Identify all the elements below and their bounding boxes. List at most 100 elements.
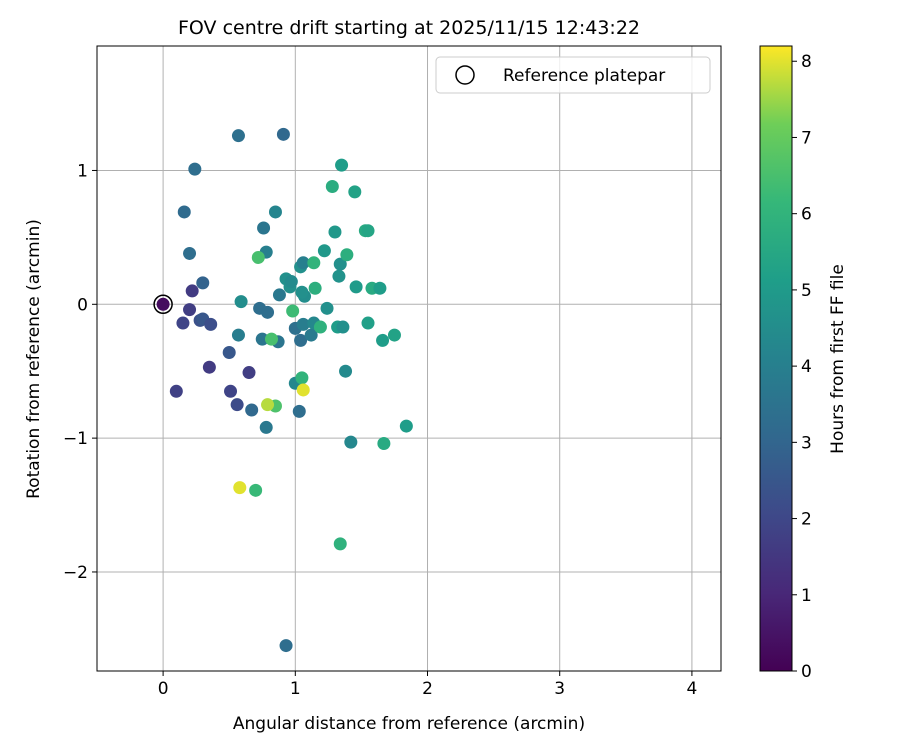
data-point <box>373 281 387 295</box>
data-point <box>156 297 170 311</box>
data-point <box>279 639 293 653</box>
data-point <box>268 205 282 219</box>
colorbar-frame <box>759 45 793 672</box>
data-point <box>183 303 197 317</box>
x-tick-label: 2 <box>422 679 433 699</box>
data-point <box>196 276 210 290</box>
data-point <box>333 257 347 271</box>
colorbar-tick-label: 6 <box>801 205 812 225</box>
data-point <box>261 305 275 319</box>
y-tick-label: −2 <box>63 563 88 583</box>
data-point <box>307 256 321 270</box>
reference-marker-layer <box>153 294 173 315</box>
data-point <box>333 537 347 551</box>
data-point <box>272 288 286 302</box>
chart-title: FOV centre drift starting at 2025/11/15 … <box>178 17 640 39</box>
legend: Reference platepar <box>435 56 711 94</box>
data-point <box>295 371 309 385</box>
data-point <box>230 398 244 412</box>
data-point <box>339 364 353 378</box>
colorbar-tick-label: 1 <box>801 586 812 606</box>
data-point <box>294 333 308 347</box>
data-point <box>185 284 199 298</box>
data-point <box>340 248 354 262</box>
data-point <box>255 332 269 346</box>
y-tick-label: −1 <box>63 429 88 449</box>
data-point <box>231 129 245 143</box>
data-point <box>332 269 346 283</box>
data-point <box>349 280 363 294</box>
data-point <box>296 383 310 397</box>
colorbar-tick-label: 7 <box>801 128 812 148</box>
x-tick-label: 0 <box>158 679 169 699</box>
data-point <box>296 256 310 270</box>
data-point <box>325 180 339 194</box>
colorbar-tick-label: 2 <box>801 510 812 530</box>
colorbar: 0 1 2 3 4 5 6 7 8 Hours from first FF file <box>759 45 848 682</box>
data-point <box>177 205 191 219</box>
data-point <box>231 328 245 342</box>
data-point <box>361 224 375 238</box>
colorbar-tick-label: 3 <box>801 433 812 453</box>
x-axis-label: Angular distance from reference (arcmin) <box>233 714 585 734</box>
data-point <box>222 345 236 359</box>
axis-ticks: 0 1 2 3 4 −2 −1 0 1 <box>63 161 697 699</box>
data-point <box>284 275 298 289</box>
data-point <box>348 185 362 199</box>
data-point <box>304 328 318 342</box>
data-point <box>286 304 300 318</box>
data-point <box>261 398 275 412</box>
data-point <box>204 317 218 331</box>
data-points <box>156 127 413 653</box>
data-point <box>336 320 350 334</box>
legend-box <box>435 56 711 94</box>
data-point <box>276 127 290 141</box>
colorbar-tick-label: 5 <box>801 281 812 301</box>
data-point <box>295 285 309 299</box>
data-point <box>387 328 401 342</box>
data-point <box>308 281 322 295</box>
plot-frame <box>96 45 722 672</box>
data-point <box>320 301 334 315</box>
data-point <box>224 384 238 398</box>
data-point <box>265 332 279 346</box>
data-point <box>399 419 413 433</box>
reference-platepar-marker <box>153 294 173 315</box>
data-point <box>176 316 190 330</box>
x-tick-label: 1 <box>290 679 301 699</box>
data-point <box>249 483 263 497</box>
data-point <box>376 333 390 347</box>
data-point <box>296 317 310 331</box>
plot-area <box>97 46 721 671</box>
data-point <box>335 158 349 172</box>
data-point <box>183 246 197 260</box>
data-point <box>169 384 183 398</box>
legend-label: Reference platepar <box>503 66 665 86</box>
colorbar-tick-label: 0 <box>801 662 812 682</box>
data-point <box>259 420 273 434</box>
data-point <box>234 295 248 309</box>
colorbar-label: Hours from first FF file <box>828 264 848 454</box>
colorbar-tick-label: 8 <box>801 52 812 72</box>
data-point <box>361 316 375 330</box>
data-point <box>344 435 358 449</box>
data-point <box>377 436 391 450</box>
data-point <box>317 244 331 258</box>
y-tick-label: 1 <box>77 161 88 181</box>
data-point <box>251 250 265 264</box>
data-point <box>188 162 202 176</box>
data-point <box>292 404 306 418</box>
data-point <box>245 403 259 417</box>
y-tick-label: 0 <box>77 295 88 315</box>
data-point <box>202 360 216 374</box>
colorbar-tick-label: 4 <box>801 357 812 377</box>
data-point <box>328 225 342 239</box>
colorbar-gradient <box>760 46 792 671</box>
colorbar-ticks: 0 1 2 3 4 5 6 7 8 <box>792 52 812 682</box>
x-tick-label: 3 <box>554 679 565 699</box>
data-point <box>313 320 327 334</box>
y-axis-label: Rotation from reference (arcmin) <box>24 219 44 499</box>
data-point <box>233 481 247 495</box>
legend-marker <box>455 65 475 85</box>
